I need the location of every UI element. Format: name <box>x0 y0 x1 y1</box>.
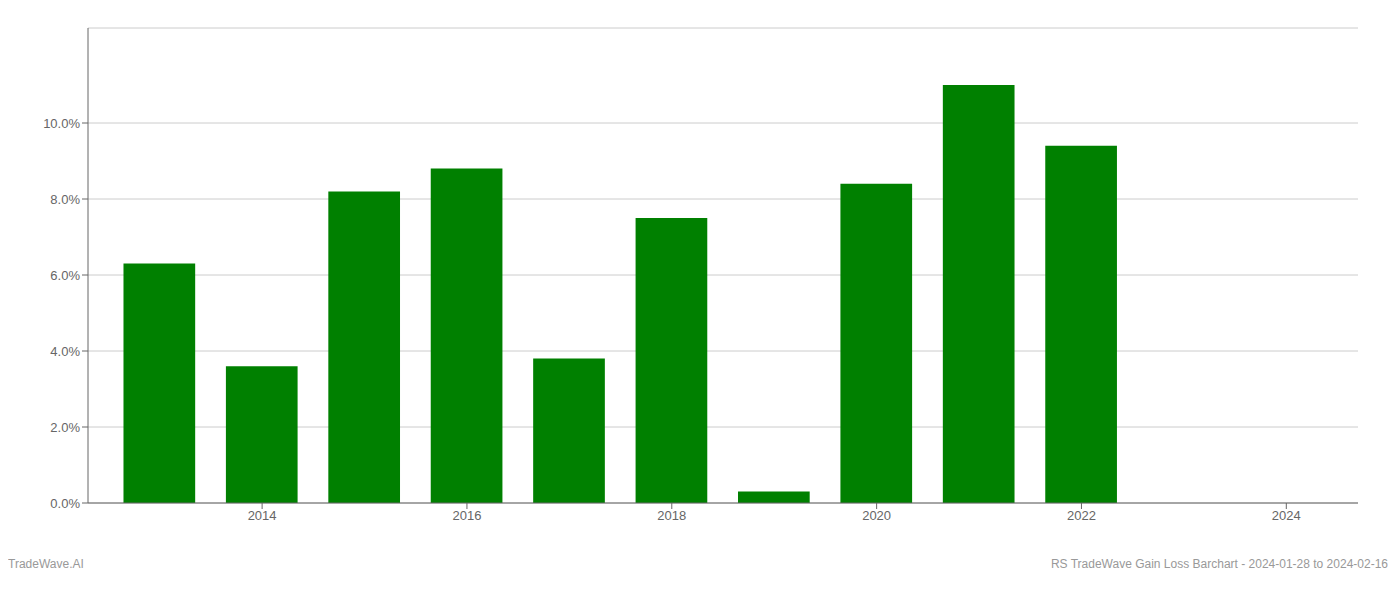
svg-text:2014: 2014 <box>248 508 277 523</box>
svg-text:10.0%: 10.0% <box>43 116 80 131</box>
svg-text:2024: 2024 <box>1272 508 1301 523</box>
svg-text:8.0%: 8.0% <box>50 192 80 207</box>
svg-text:2.0%: 2.0% <box>50 420 80 435</box>
svg-text:2022: 2022 <box>1067 508 1096 523</box>
html-text:RS TradeWave Gain Loss Barchar: RS TradeWave Gain Loss Barchart - 2024-0… <box>1050 557 1388 571</box>
svg-text:6.0%: 6.0% <box>50 268 80 283</box>
svg-text:2020: 2020 <box>862 508 891 523</box>
html-text:TradeWave.AI: TradeWave.AI <box>8 557 84 571</box>
svg-text:2018: 2018 <box>657 508 686 523</box>
svg-text:4.0%: 4.0% <box>50 344 80 359</box>
svg-text:0.0%: 0.0% <box>50 496 80 511</box>
svg-text:2016: 2016 <box>452 508 481 523</box>
